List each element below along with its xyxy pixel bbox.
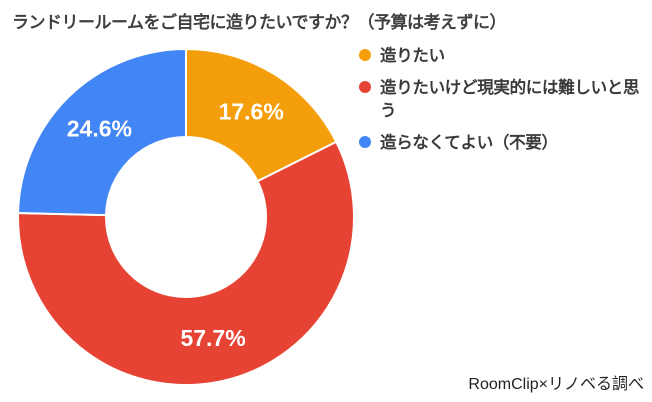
- donut-slice-1: [17, 140, 355, 386]
- donut-slice-2: [17, 47, 187, 217]
- legend-label-1: 造りたいけど現実的には難しいと思う: [380, 78, 640, 120]
- chart-title: ランドリールームをご自宅に造りたいですか？（予算は考えずに）: [12, 13, 506, 33]
- legend: 造りたい 造りたいけど現実的には難しいと思う 造らなくてよい（不要）: [356, 44, 646, 163]
- legend-label-2: 造らなくてよい（不要）: [380, 133, 558, 152]
- donut-slice-0: [185, 47, 338, 183]
- legend-item-2: 造らなくてよい（不要）: [356, 131, 646, 154]
- legend-swatch-0: [359, 49, 371, 61]
- slice-value-label-2: 24.6%: [67, 115, 132, 141]
- legend-item-0: 造りたい: [356, 44, 646, 67]
- source-note: RoomClip×リノベる調べ: [468, 376, 644, 393]
- legend-swatch-1: [359, 81, 371, 93]
- legend-swatch-2: [359, 136, 371, 148]
- legend-label-0: 造りたい: [380, 46, 445, 65]
- legend-item-1: 造りたいけど現実的には難しいと思う: [356, 76, 646, 122]
- slice-value-label-0: 17.6%: [219, 99, 284, 125]
- slice-value-label-1: 57.7%: [180, 325, 245, 351]
